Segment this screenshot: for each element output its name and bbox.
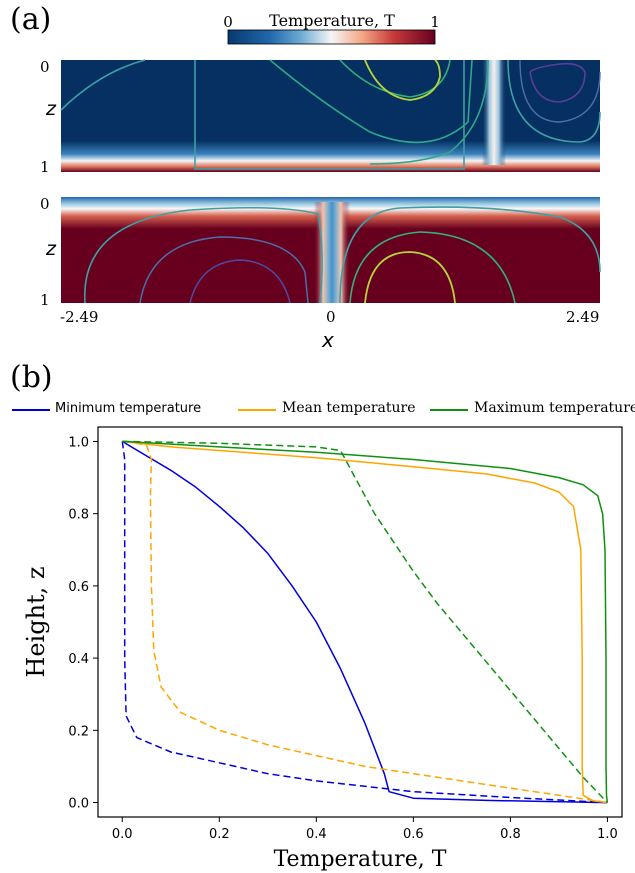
x-tick-label: 0.4 [306, 827, 327, 842]
y-tick-label: 1.0 [68, 435, 89, 450]
legend-label-maximum: Maximum temperature [474, 400, 635, 416]
colorbar: 0 1 Temperature, T [223, 11, 440, 45]
series-layer [121, 440, 609, 804]
y-tick-label: 0.8 [68, 508, 89, 523]
top-map-z-tick-0: 0 [40, 58, 50, 76]
top-map-z-axis-label: z [46, 98, 56, 120]
series-line-minimum-dashed [121, 441, 608, 804]
legend-label-minimum: Minimum temperature [55, 401, 202, 416]
bottom-map-z-tick-1: 1 [40, 291, 50, 308]
series-line-mean-dashed [124, 440, 608, 804]
y-tick-label: 0.2 [68, 724, 89, 739]
bottom-map-z-tick-0: 0 [40, 195, 50, 213]
tick-layer: 0.0 0.2 0.4 0.6 0.8 1.0 0.0 0.2 0.4 0.6 0.8 1.0 [68, 435, 617, 842]
panel-b-label: (b) [10, 360, 53, 395]
x-tick-zero: 0 [326, 308, 336, 326]
x-tick-label: 1.0 [597, 827, 618, 842]
x-tick-label: 0.2 [209, 827, 230, 842]
x-axis-label: x [322, 328, 334, 352]
colorbar-max-label: 1 [430, 13, 440, 31]
x-tick-label: 0.8 [500, 827, 521, 842]
temperature-profile-chart: 0.0 0.2 0.4 0.6 0.8 1.0 0.0 0.2 0.4 0.6 0.8 1.0 Tem… [22, 426, 623, 872]
series-line-minimum-solid [121, 440, 608, 804]
legend: Minimum temperature Mean temperature Max… [10, 400, 635, 420]
x-tick-max: 2.49 [566, 308, 600, 326]
panel-a-label: (a) [10, 2, 52, 37]
bottom-map-z-axis-label: z [46, 238, 56, 260]
colorbar-min-label: 0 [223, 13, 233, 31]
colorbar-title: Temperature, T [269, 11, 395, 30]
series-line-maximum-solid [122, 440, 609, 803]
chart-y-axis-label: Height, z [22, 566, 50, 677]
y-tick-label: 0.6 [68, 580, 89, 595]
legend-swatch-minimum [12, 409, 50, 411]
plot-frame [97, 426, 623, 818]
legend-swatch-mean [238, 409, 276, 411]
top-map-z-tick-1: 1 [40, 158, 50, 176]
chart-x-axis-label: Temperature, T [274, 847, 447, 872]
x-tick-label: 0.6 [403, 827, 424, 842]
legend-swatch-maximum [430, 409, 468, 411]
series-line-maximum-dashed [122, 440, 608, 804]
series-line-mean-solid [122, 440, 608, 804]
x-tick-label: 0.0 [112, 827, 133, 842]
x-tick-min: -2.49 [60, 308, 99, 326]
y-tick-label: 0.0 [68, 797, 89, 812]
legend-label-mean: Mean temperature [282, 400, 416, 416]
y-tick-label: 0.4 [68, 652, 89, 667]
bottom-temperature-map: 0 1 [40, 195, 601, 308]
top-temperature-map: 0 1 [40, 58, 601, 176]
